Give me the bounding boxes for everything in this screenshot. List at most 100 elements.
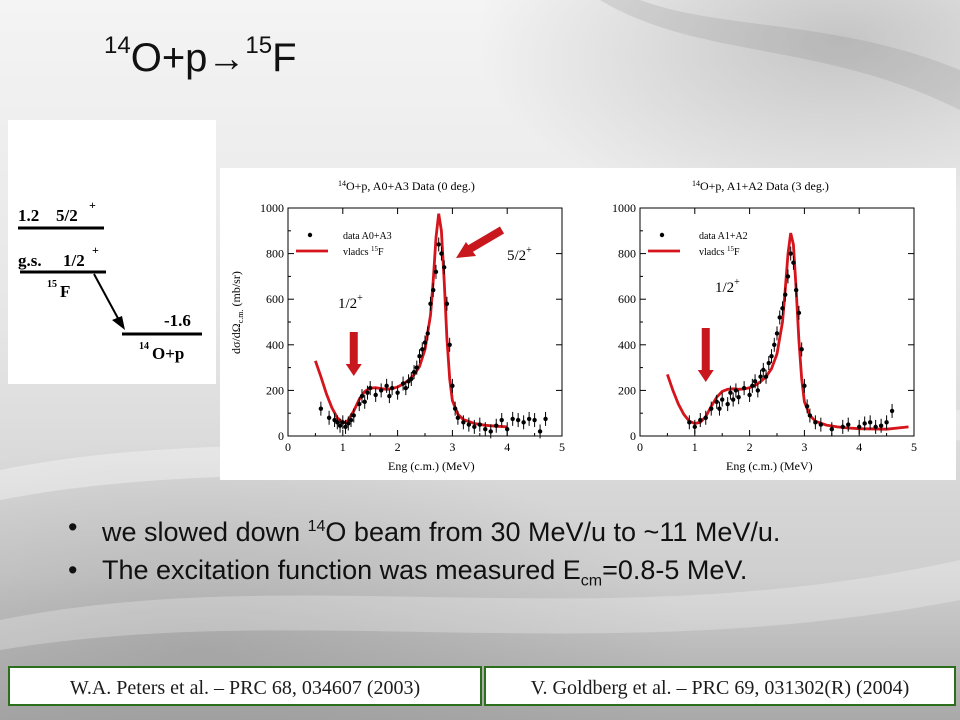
plot2-data-point	[728, 390, 733, 395]
plot1-legend-fit: vladcs 15F	[343, 245, 384, 258]
plot1-data-point	[395, 390, 400, 395]
plot1-data-point	[441, 265, 447, 270]
plot2-xtick-label: 0	[637, 440, 643, 454]
plots-svg: 14 O+p, A0+A3 Data (0 deg.) Eng (c.m.) (…	[229, 179, 917, 473]
plot2-ytick-label: 800	[618, 247, 636, 261]
plot1-xtick-label: 1	[340, 440, 346, 454]
plot1-xtick-label: 2	[395, 440, 401, 454]
plot1-data-point	[436, 242, 441, 247]
plot2-data-point	[709, 406, 714, 411]
plot1-data-point	[387, 393, 392, 399]
plot1-xtick-label: 4	[504, 440, 510, 454]
plot2-data-point	[857, 424, 862, 430]
plot1-ytick-label: 1000	[260, 201, 284, 215]
plot2-data-point	[687, 420, 692, 425]
ground-state-parity: +	[92, 243, 99, 257]
threshold-mass: 14	[139, 341, 149, 352]
level-scheme: 1.2 5/2 + g.s. 1/2 + 15 F -1.6 14 O+p	[8, 120, 216, 384]
plot2-data-point	[813, 420, 818, 425]
plot1-data-point	[400, 381, 406, 386]
slide-title: 14O+p→15F	[104, 32, 297, 80]
plot1-data-point	[466, 422, 472, 427]
plot2-xtick-label: 3	[801, 440, 807, 454]
plot2-data-point	[774, 331, 780, 336]
reference-goldberg: V. Goldberg et al. – PRC 69, 031302(R) (…	[484, 666, 956, 706]
plot1-data-point	[335, 420, 340, 425]
plot2-half-label: 1/2+	[715, 277, 740, 296]
reference-peters: W.A. Peters et al. – PRC 68, 034607 (200…	[8, 666, 482, 706]
nucleus-symbol: F	[60, 282, 70, 301]
plot2-data-point	[846, 422, 851, 427]
plot2-data-point	[733, 388, 739, 393]
plot1-data-point	[373, 392, 378, 398]
plot2-data-point	[692, 424, 697, 430]
plot2-data-point	[802, 383, 807, 389]
plot2-data-point	[750, 383, 755, 389]
plot2-arrow-shaft-0	[701, 328, 710, 370]
plot2-xlabel: Eng (c.m.) (MeV)	[726, 459, 813, 473]
plot2-data-point	[730, 397, 736, 402]
plot1-data-point	[357, 401, 362, 407]
plot1-data-point	[532, 417, 537, 423]
plot1-data-point	[340, 420, 345, 425]
plot1-xtick-label: 5	[559, 440, 565, 454]
plot1-data-point	[537, 429, 543, 434]
plot2-data-point	[703, 415, 708, 420]
plot1-data-point	[348, 417, 354, 423]
plot2-data-point	[772, 342, 777, 347]
plot1-arrow-shaft-0	[349, 332, 358, 364]
plot2-data-point	[769, 354, 774, 359]
plot2-data-point	[763, 374, 769, 379]
bullet-marker: •	[68, 512, 78, 542]
plot1-data-point	[337, 423, 343, 428]
plot2-ytick-label: 600	[618, 292, 636, 306]
plot1-data-point	[510, 416, 515, 422]
plot1-data-point	[420, 347, 425, 352]
bullet-item-excitation: • The excitation function was measured Ec…	[68, 555, 748, 590]
plot1-data-point	[378, 388, 384, 393]
plot1-data-point	[450, 383, 455, 389]
plot1-data-point	[452, 406, 458, 411]
plot2-data-point	[840, 424, 845, 430]
plot2-data-point	[867, 420, 873, 425]
plot2-data-point	[818, 422, 824, 427]
plot1-data-point	[543, 416, 548, 422]
plot1-data-point	[403, 385, 409, 391]
plot2-data-point	[791, 260, 796, 265]
plot1-data-point	[411, 369, 417, 375]
plot1-data-point	[461, 420, 466, 425]
plot1-data-point	[472, 424, 477, 430]
plot1-ytick-label: 0	[278, 429, 284, 443]
plot2-data-point	[777, 315, 782, 320]
plot1-data-point	[488, 429, 493, 434]
plot1-data-point	[444, 301, 450, 306]
plot1-arrow-down-left-icon-1	[456, 242, 476, 258]
plot2-data-point	[873, 424, 878, 430]
plot1-xtick-label: 3	[449, 440, 455, 454]
plot2-ytick-label: 0	[630, 429, 636, 443]
plot2-data-point	[780, 306, 785, 311]
nucleus-mass: 15	[47, 279, 57, 290]
plot2-data-point	[741, 385, 747, 391]
plot1-data-point	[384, 383, 389, 389]
plot1-data-point	[359, 393, 365, 399]
plot1-ylabel: dσ/dΩc.m. (mb/sr)	[229, 271, 245, 354]
plot1-ytick-label: 400	[266, 338, 284, 352]
plot2-data-point	[807, 413, 813, 418]
plot2-data-point	[698, 417, 703, 423]
plot2-data-point	[720, 397, 725, 402]
plot1-ytick-label: 600	[266, 292, 284, 306]
plot2-data-point	[878, 423, 884, 428]
plot2-legend-fit: vladcs 15F	[699, 245, 740, 258]
bullet-list: • we slowed down 14O beam from 30 MeV/u t…	[62, 512, 922, 604]
plot2-data-point	[747, 392, 752, 398]
plot1-data-point	[499, 417, 504, 423]
plot2-xtick-label: 4	[856, 440, 862, 454]
plot2-title-mass: 14	[692, 179, 700, 188]
plot1-data-point	[526, 416, 532, 422]
decay-arrowhead-icon	[112, 316, 125, 330]
plot1-data-point	[425, 331, 430, 336]
plot1-data-point	[431, 287, 436, 293]
plot2-frame	[639, 207, 915, 437]
plot1-data-point	[455, 415, 461, 420]
